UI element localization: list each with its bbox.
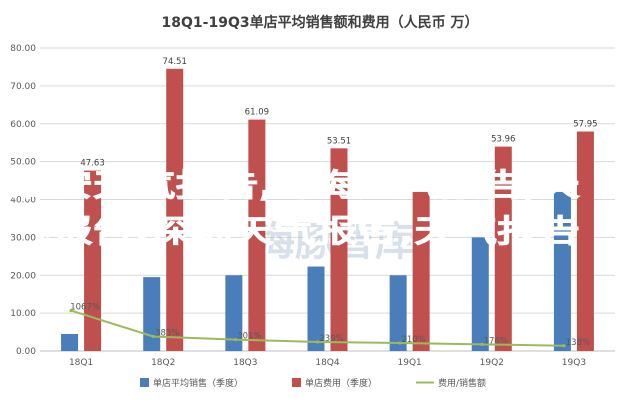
ratio-point: [151, 334, 155, 339]
y-tick-label: 20.00: [10, 271, 36, 281]
ratio-line: [69, 308, 566, 348]
y-tick-label: 10.00: [10, 309, 36, 319]
x-tick-label: 19Q3: [562, 358, 586, 368]
x-tick-label: 18Q1: [69, 358, 93, 368]
y-axis-ticks: 0.00 10.00 20.00 30.00 40.00 50.00 60.00 70.00 8…: [10, 44, 36, 357]
sales-bar: [471, 237, 489, 351]
x-tick-label: 18Q2: [151, 358, 175, 368]
legend-label: 单店费用（季度）: [305, 377, 377, 389]
ratio-data-label: 383%: [155, 328, 179, 338]
bar-data-label: 57.95: [573, 120, 597, 130]
ratio-point: [562, 344, 566, 348]
ratio-point: [480, 342, 484, 346]
legend: 单店平均销售（季度） 单店费用（季度） 费用/销售额: [140, 377, 486, 389]
sales-bar: [225, 275, 243, 351]
ratio-data-label: 1067%: [70, 303, 100, 313]
bar-data-label: 53.96: [491, 135, 515, 145]
y-tick-label: 60.00: [10, 120, 36, 130]
ratio-point: [315, 340, 320, 344]
cost-bar: [494, 146, 512, 351]
y-tick-label: 30.00: [10, 233, 36, 243]
sales-bar: [61, 333, 79, 351]
legend-label: 单店平均销售（季度）: [153, 377, 243, 389]
cost-bar: [412, 191, 430, 351]
gridlines: [40, 47, 615, 352]
bar-data-label: 74.51: [163, 57, 187, 67]
y-tick-label: 0.00: [16, 347, 36, 357]
ratio-data-label: 301%: [237, 332, 261, 342]
x-tick-label: 19Q1: [398, 358, 422, 368]
bar-data-label: 53.51: [327, 136, 351, 146]
cost-bar: [166, 68, 184, 352]
chart-title: 18Q1-19Q3单店平均销售额和费用（人民币 万）: [162, 14, 479, 31]
legend-swatch: [140, 378, 149, 387]
y-tick-label: 40.00: [10, 196, 36, 206]
x-tick-label: 19Q2: [480, 358, 504, 368]
y-tick-label: 50.00: [10, 158, 36, 168]
y-tick-label: 80.00: [10, 44, 36, 54]
cost-bar: [576, 131, 594, 351]
legend-swatch: [292, 378, 301, 387]
ratio-point: [398, 341, 402, 345]
sales-bar: [143, 277, 161, 351]
ratio-data-label: 176%: [484, 336, 508, 346]
ratio-point: [233, 337, 237, 342]
bars: [61, 68, 594, 352]
overlay-text-line-2: 气报告,深圳天气报告,天气报告: [9, 214, 580, 250]
x-tick-label: 18Q3: [233, 358, 257, 368]
cost-bar: [84, 170, 102, 351]
x-tick-label: 18Q4: [315, 358, 340, 368]
legend-label: 费用/销售额: [438, 377, 486, 389]
cost-bar: [330, 148, 348, 351]
overlay-text-line-1: 淮安天气报告,珠海天气报告,天: [10, 168, 580, 204]
data-labels: 47.63 74.51 61.09 53.51 53.96 57.95 1067% 383% 3…: [70, 57, 597, 348]
sales-bar: [389, 275, 407, 351]
bar-data-label: 47.63: [80, 159, 104, 169]
bar-data-label: 61.09: [245, 108, 269, 118]
y-tick-label: 70.00: [10, 82, 36, 92]
ratio-data-label: 210%: [401, 335, 425, 345]
cost-bar: [248, 119, 266, 351]
ratio-point: [69, 308, 73, 313]
sales-bar: [307, 266, 325, 351]
ratio-data-label: 138%: [566, 338, 590, 348]
ratio-data-label: 239%: [319, 334, 343, 344]
x-axis-ticks: 18Q1 18Q2 18Q3 18Q4 19Q1 19Q2 19Q3: [69, 358, 586, 368]
sales-bar: [553, 191, 571, 351]
